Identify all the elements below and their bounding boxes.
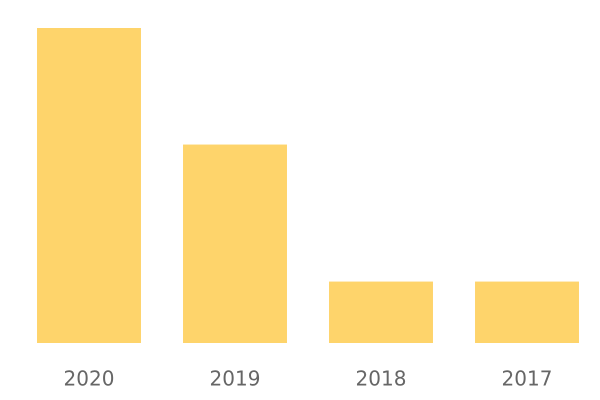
x-tick-label: 2020 <box>64 367 115 391</box>
bar <box>183 144 287 343</box>
bar <box>37 28 141 343</box>
bar <box>475 281 579 343</box>
bar <box>329 281 433 343</box>
x-tick-label: 2017 <box>502 367 553 391</box>
x-tick-label: 2018 <box>356 367 407 391</box>
x-tick-label: 2019 <box>210 367 261 391</box>
